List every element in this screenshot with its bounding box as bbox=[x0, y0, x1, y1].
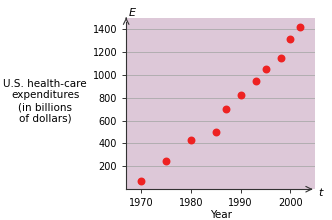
Point bbox=[238, 94, 243, 97]
Point bbox=[188, 138, 194, 142]
Point bbox=[288, 38, 293, 41]
Point bbox=[138, 179, 144, 182]
Text: Year: Year bbox=[210, 210, 232, 220]
Point bbox=[298, 25, 303, 29]
Point bbox=[223, 107, 228, 111]
Point bbox=[163, 159, 169, 162]
Text: U.S. health-care
expenditures
(in billions
of dollars): U.S. health-care expenditures (in billio… bbox=[3, 79, 87, 124]
Text: E: E bbox=[128, 8, 136, 18]
Point bbox=[278, 56, 283, 59]
Text: t: t bbox=[318, 188, 322, 198]
Point bbox=[253, 79, 258, 82]
Point bbox=[263, 67, 268, 71]
Point bbox=[213, 130, 218, 134]
